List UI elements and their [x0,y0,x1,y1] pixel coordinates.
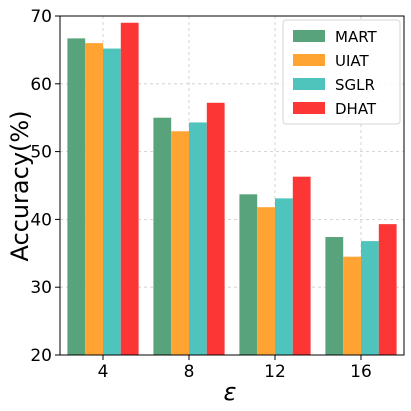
bar-mart-12 [239,194,258,355]
bars [67,22,397,356]
bar-uiat-4 [85,43,103,356]
plot-frame [59,15,405,356]
legend-box [282,19,401,125]
bar-uiat-8 [171,131,189,355]
bar-uiat-16 [343,256,361,355]
x-tick-label: 8 [184,362,195,382]
x-axis-label: ε [224,378,237,406]
legend-swatch-sglr [293,78,325,90]
y-axis-label: Accuracy(%) [6,110,34,261]
bar-mart-8 [153,117,172,355]
bar-sglr-4 [103,48,121,355]
bar-dhat-16 [378,224,397,355]
bar-sglr-8 [189,122,207,355]
x-tick-label: 16 [350,362,372,382]
bar-sglr-16 [361,241,379,355]
y-tick-label: 70 [30,7,52,27]
y-tick-label: 60 [30,75,52,95]
legend-label-sglr: SGLR [335,76,375,94]
legend-label-dhat: DHAT [335,100,377,118]
bar-uiat-12 [257,207,275,355]
legend-label-mart: MART [335,28,378,46]
legend: MART UIAT SGLR DHAT [282,19,401,125]
bar-mart-16 [325,237,344,355]
bar-dhat-12 [292,176,311,355]
legend-swatch-mart [293,30,325,42]
bar-mart-4 [67,38,86,356]
x-tick-label: 12 [264,362,286,382]
x-axis-ticks: 4 8 12 16 [98,355,372,382]
y-tick-label: 30 [30,278,52,298]
y-tick-label: 20 [30,346,52,366]
bar-sglr-12 [275,198,293,355]
legend-swatch-dhat [293,102,325,114]
x-tick-label: 4 [98,362,109,382]
y-tick-label: 50 [30,143,52,163]
bar-dhat-4 [120,22,139,356]
y-axis-ticks: 20 30 40 50 60 70 [30,7,60,366]
legend-label-uiat: UIAT [335,52,369,70]
legend-swatch-uiat [293,54,325,66]
bar-dhat-8 [206,102,225,355]
y-tick-label: 40 [30,210,52,230]
